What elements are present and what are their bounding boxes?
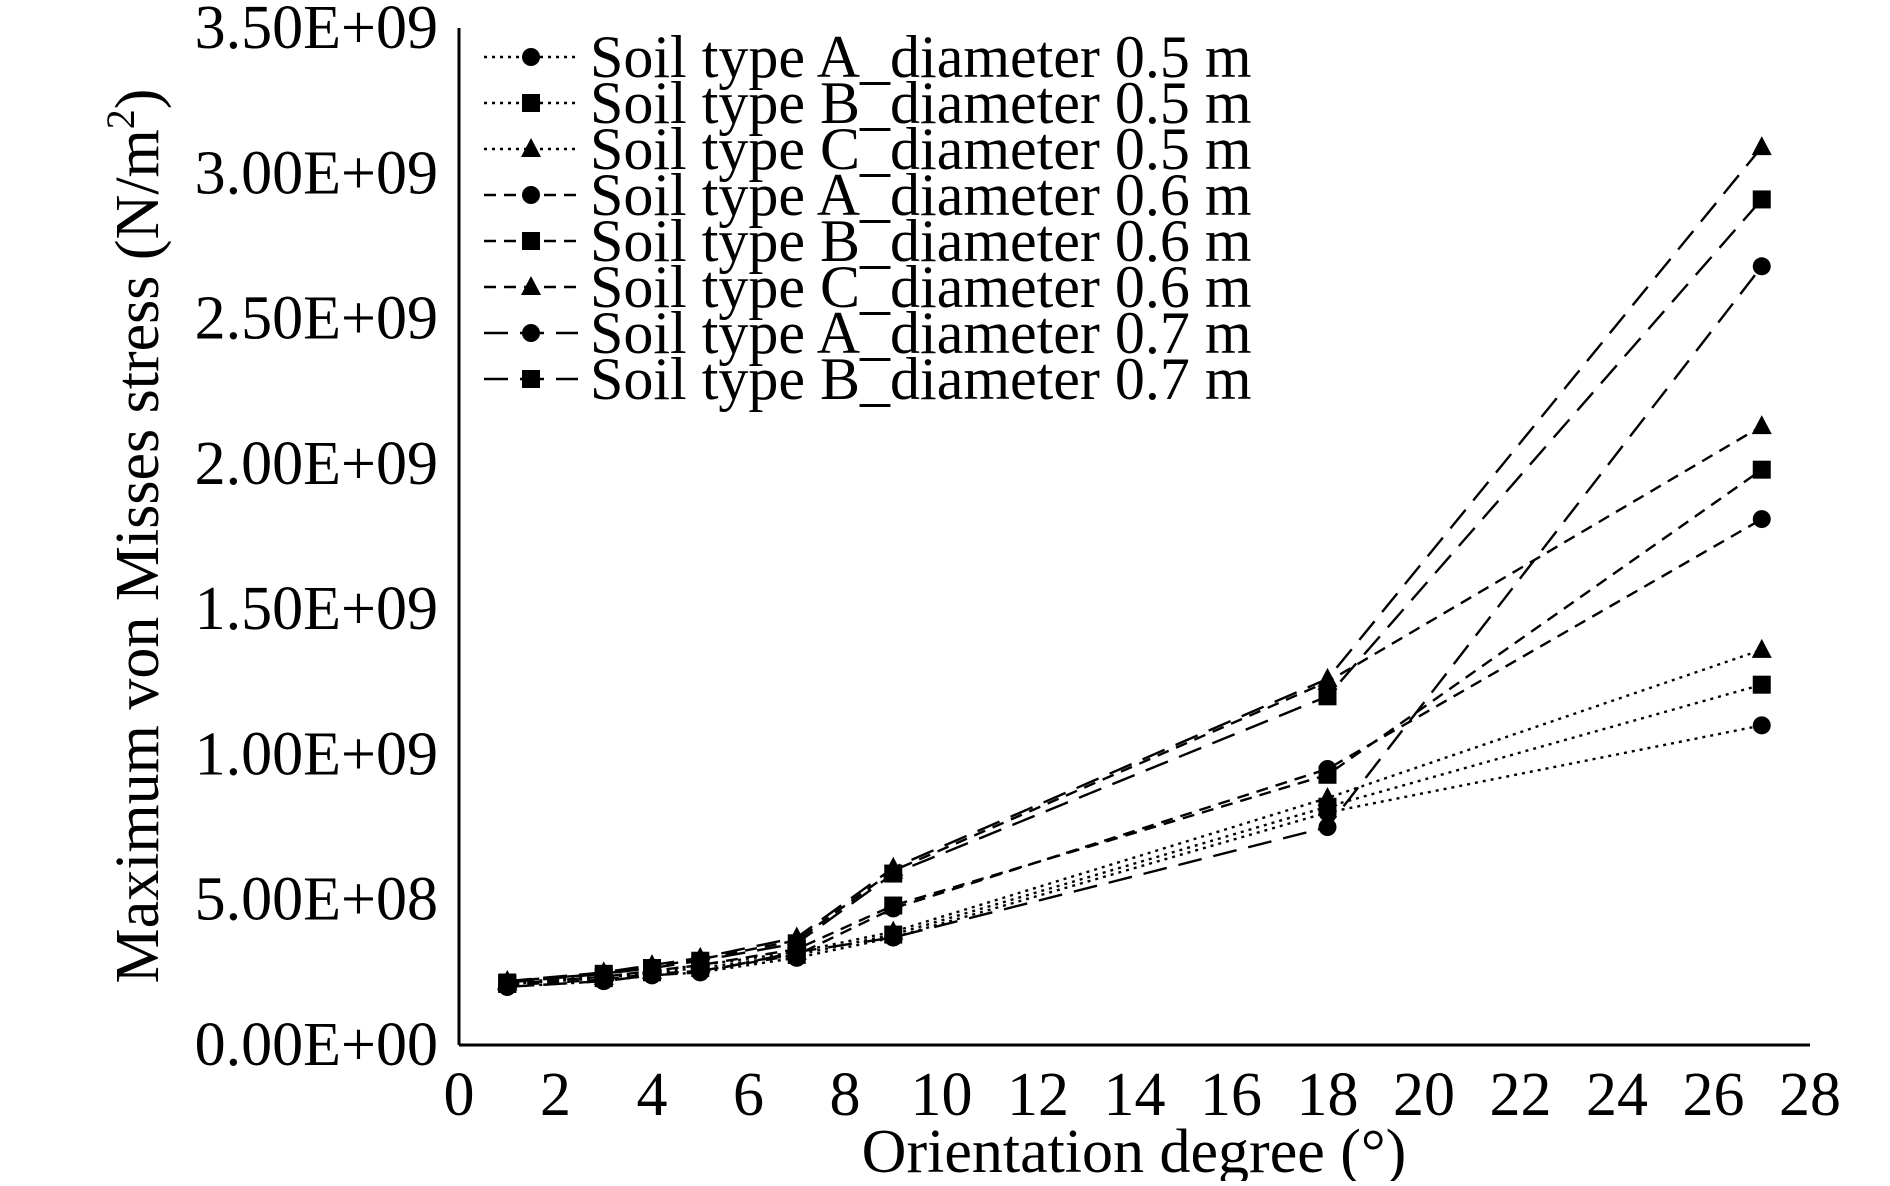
legend-label: Soil type A_diameter 0.7 m [590, 300, 1252, 366]
series-point [642, 954, 662, 974]
y-tick-label: 0.00E+00 [195, 1011, 438, 1079]
y-axis-title: Maximum von Misses stress (N/m2) [98, 89, 172, 984]
legend-item: Soil type A_diameter 0.6 m [484, 162, 1252, 228]
series-line [507, 648, 1763, 984]
series-line [507, 724, 1763, 989]
legend-label: Soil type C_diameter 0.5 m [590, 116, 1252, 182]
legend-label: Soil type B_diameter 0.5 m [590, 70, 1252, 136]
y-axis-title-main: Maximum von Misses stress (N/m [104, 129, 172, 983]
series-point [1318, 765, 1337, 784]
series-6 [497, 415, 1772, 990]
x-axis-title: Orientation degree (°) [862, 1118, 1407, 1181]
legend-item: Soil type A_diameter 0.5 m [484, 24, 1252, 90]
legend-swatch-marker [522, 324, 540, 342]
series-point [1752, 460, 1771, 479]
series-line [507, 198, 1763, 984]
series-lines [497, 136, 1772, 996]
series-point [1752, 675, 1771, 694]
legend-label: Soil type A_diameter 0.6 m [590, 162, 1252, 228]
y-axis-title-tail: ) [104, 89, 172, 110]
x-tick-label: 4 [637, 1061, 668, 1129]
series-line [507, 468, 1763, 986]
series-line [507, 683, 1763, 986]
x-tick-label: 14 [1104, 1061, 1166, 1129]
legend-item: Soil type A_diameter 0.7 m [484, 300, 1252, 366]
legend-item: Soil type B_diameter 0.7 m [484, 346, 1252, 412]
series-point [884, 896, 903, 915]
y-tick-label: 3.00E+09 [195, 139, 438, 207]
legend-swatch-marker [522, 94, 540, 112]
series-point [1752, 510, 1771, 529]
legend-swatch-marker [521, 276, 541, 295]
x-tick-label: 0 [444, 1061, 475, 1129]
series-point [1317, 787, 1338, 807]
x-tick-label: 18 [1297, 1061, 1359, 1129]
x-tick-label: 16 [1200, 1061, 1262, 1129]
y-tick-label: 1.00E+09 [195, 720, 438, 788]
legend-swatch-marker [522, 186, 540, 204]
series-line [507, 518, 1763, 987]
y-tick-label: 1.50E+09 [195, 575, 438, 643]
series-point [883, 856, 904, 876]
series-1 [498, 716, 1771, 996]
series-9 [497, 136, 1772, 990]
tick-labels: 0 2 4 6 8 10 12 14 16 18 20 22 24 26 280.00E+005.00E+0… [195, 0, 1841, 1129]
axes [457, 28, 1810, 1047]
y-tick-label: 3.50E+09 [195, 0, 438, 62]
series-point [1318, 818, 1337, 837]
series-point [786, 926, 807, 946]
series-4 [498, 510, 1771, 995]
x-tick-label: 2 [540, 1061, 571, 1129]
x-tick-label: 20 [1393, 1061, 1455, 1129]
series-point [1752, 190, 1771, 209]
series-3 [497, 638, 1772, 991]
series-2 [498, 675, 1771, 993]
legend-label: Soil type B_diameter 0.6 m [590, 208, 1252, 274]
y-axis-title-superscript: 2 [98, 109, 143, 129]
legend-label: Soil type B_diameter 0.7 m [590, 346, 1252, 412]
x-tick-label: 22 [1490, 1061, 1552, 1129]
series-point [1317, 667, 1338, 687]
x-tick-label: 6 [733, 1061, 764, 1129]
legend-swatch-marker [522, 370, 540, 388]
legend-label: Soil type A_diameter 0.5 m [590, 24, 1252, 90]
series-point [690, 946, 711, 966]
legend-swatch-marker [522, 232, 540, 250]
legend-label: Soil type C_diameter 0.6 m [590, 254, 1252, 320]
x-tick-label: 10 [911, 1061, 973, 1129]
x-tick-label: 24 [1586, 1061, 1648, 1129]
y-tick-label: 2.50E+09 [195, 285, 438, 353]
legend-item: Soil type B_diameter 0.5 m [484, 70, 1252, 136]
legend-item: Soil type C_diameter 0.6 m [484, 254, 1252, 320]
series-point [593, 961, 614, 981]
series-point [1752, 716, 1771, 735]
series-line [507, 265, 1763, 989]
y-tick-label: 5.00E+08 [195, 866, 438, 934]
series-point [884, 928, 903, 947]
series-point [1751, 638, 1772, 658]
series-line [507, 146, 1763, 983]
series-point [1318, 687, 1337, 706]
x-tick-label: 26 [1683, 1061, 1745, 1129]
legend-item: Soil type B_diameter 0.6 m [484, 208, 1252, 274]
series-point [1752, 257, 1771, 276]
series-point [497, 970, 518, 990]
series-point [1751, 415, 1772, 435]
series-point [1751, 136, 1772, 156]
legend-item: Soil type C_diameter 0.5 m [484, 116, 1252, 182]
x-tick-label: 8 [830, 1061, 861, 1129]
legend-swatch-marker [522, 48, 540, 66]
x-tick-label: 12 [1007, 1061, 1069, 1129]
legend-swatch-marker [521, 138, 541, 157]
series-5 [498, 460, 1771, 993]
y-tick-label: 2.00E+09 [195, 430, 438, 498]
x-tick-label: 28 [1779, 1061, 1841, 1129]
